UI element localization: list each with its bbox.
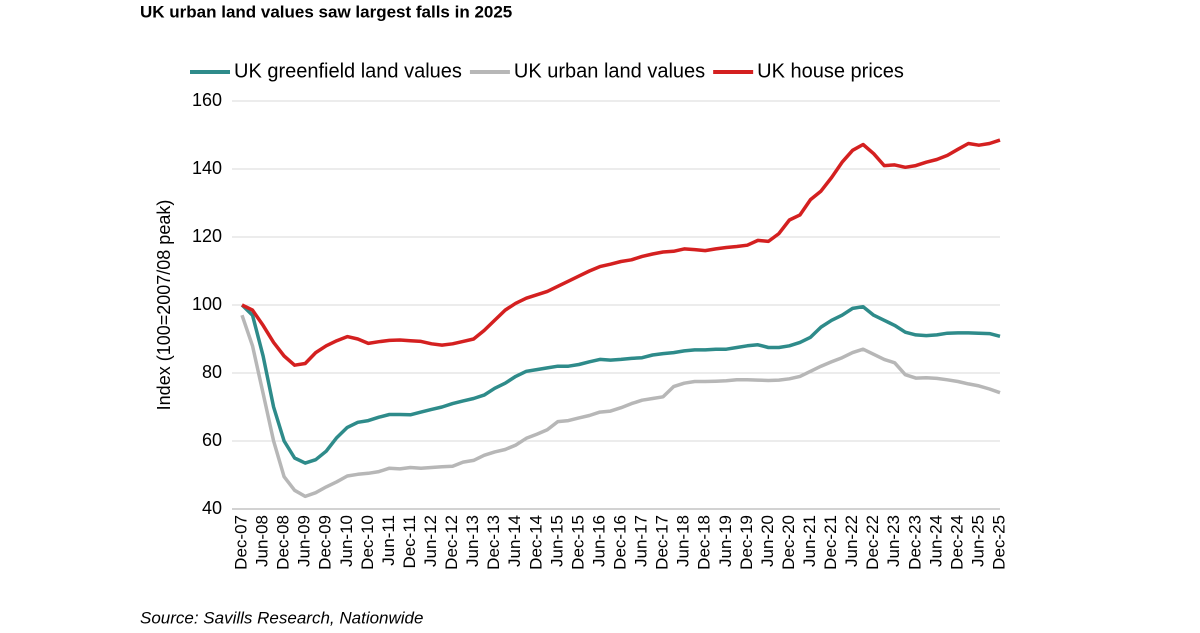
series-line [241, 138, 1001, 367]
x-tick-label: Dec-07 [231, 515, 250, 570]
x-tick-label: Jun-17 [632, 515, 651, 567]
x-tick-label: Dec-11 [400, 515, 419, 569]
x-tick-label: Jun-16 [589, 515, 608, 567]
x-tick-label: Dec-25 [989, 515, 1008, 570]
series-line [240, 314, 1001, 499]
x-tick-label: Dec-18 [695, 515, 714, 570]
x-tick-label: Jun-12 [421, 515, 440, 567]
x-tick-label: Dec-08 [274, 515, 293, 570]
x-tick-label: Dec-19 [737, 515, 756, 570]
x-tick-label: Dec-22 [863, 515, 882, 570]
x-tick-label: Jun-15 [547, 515, 566, 567]
x-tick-label: Dec-09 [316, 515, 335, 570]
chart-title: UK urban land values saw largest falls i… [140, 2, 512, 21]
y-tick-label: 40 [202, 498, 222, 518]
x-tick-label: Dec-23 [905, 515, 924, 570]
x-tick-label: Dec-12 [442, 515, 461, 570]
y-tick-label: 120 [192, 226, 222, 246]
y-axis-label: Index (100=2007/08 peak) [154, 200, 174, 411]
x-tick-label: Dec-10 [358, 515, 377, 570]
y-tick-label: 160 [192, 90, 222, 110]
x-tick-label: Jun-23 [884, 515, 903, 567]
x-tick-label: Jun-09 [295, 515, 314, 567]
x-tick-label: Dec-21 [821, 515, 840, 570]
x-tick-label: Jun-11 [379, 515, 398, 566]
x-tick-label: Jun-24 [926, 515, 945, 567]
x-tick-label: Dec-14 [526, 515, 545, 570]
x-tick-label: Jun-08 [253, 515, 272, 567]
x-tick-label: Dec-15 [568, 515, 587, 570]
x-tick-label: Jun-14 [505, 515, 524, 567]
x-tick-label: Dec-13 [484, 515, 503, 570]
y-tick-label: 80 [202, 362, 222, 382]
x-tick-label: Jun-13 [463, 515, 482, 567]
x-tick-label: Dec-24 [947, 515, 966, 570]
x-tick-label: Jun-20 [758, 515, 777, 567]
x-tick-label: Jun-18 [674, 515, 693, 567]
source-note: Source: Savills Research, Nationwide [140, 608, 423, 627]
x-tick-label: Jun-10 [337, 515, 356, 567]
x-tick-label: Dec-16 [610, 515, 629, 570]
x-tick-label: Jun-25 [968, 515, 987, 567]
x-tick-label: Jun-19 [716, 515, 735, 567]
legend-label: UK urban land values [514, 60, 705, 82]
x-tick-label: Jun-22 [842, 515, 861, 567]
x-tick-label: Dec-20 [779, 515, 798, 570]
y-tick-label: 60 [202, 430, 222, 450]
y-tick-label: 140 [192, 158, 222, 178]
x-tick-label: Jun-21 [800, 515, 819, 567]
legend-label: UK house prices [757, 60, 904, 82]
series-line [240, 303, 1001, 465]
legend-label: UK greenfield land values [234, 60, 462, 82]
x-tick-label: Dec-17 [653, 515, 672, 570]
y-tick-label: 100 [192, 294, 222, 314]
